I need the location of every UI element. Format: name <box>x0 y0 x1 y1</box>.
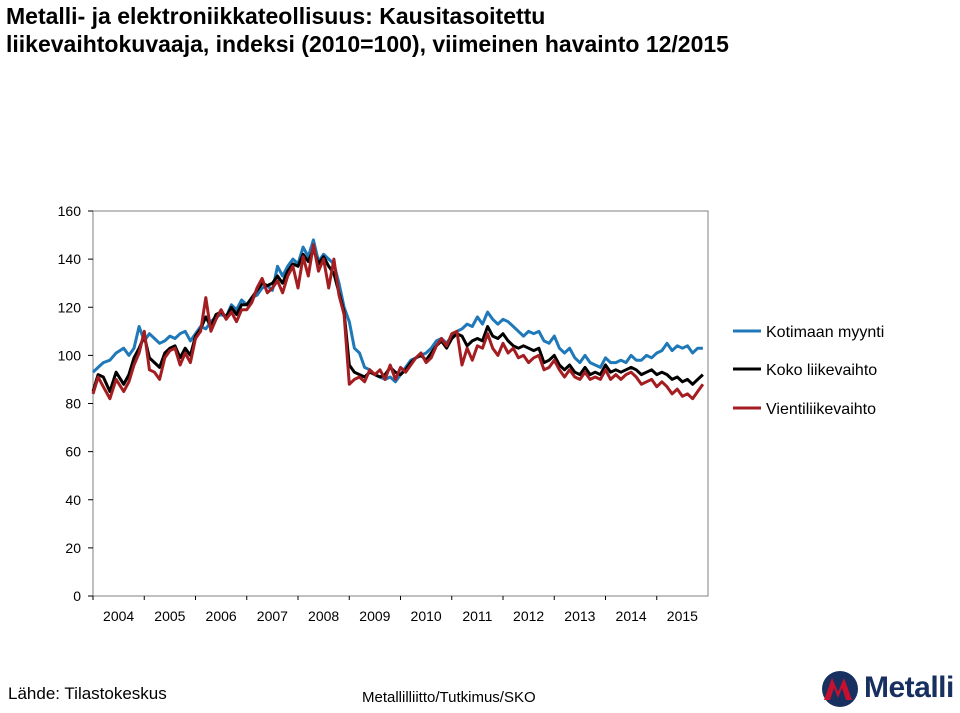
x-tick-label: 2014 <box>616 608 647 624</box>
x-tick-label: 2006 <box>206 608 237 624</box>
credit-note: Metallilliitto/Tutkimus/SKO <box>362 689 536 706</box>
y-tick-label: 20 <box>65 540 81 556</box>
y-tick-label: 120 <box>58 299 82 315</box>
y-tick-label: 40 <box>65 492 81 508</box>
chart-title-line-2: liikevaihtokuvaaja, indeksi (2010=100), … <box>6 31 729 57</box>
metalli-logo: Metalli <box>818 670 958 708</box>
source-note: Lähde: Tilastokeskus <box>8 684 167 703</box>
x-tick-label: 2008 <box>308 608 339 624</box>
y-tick-label: 140 <box>58 251 82 267</box>
x-tick-label: 2015 <box>667 608 698 624</box>
x-tick-label: 2010 <box>411 608 442 624</box>
y-tick-label: 160 <box>58 203 82 219</box>
legend-label: Vientiliikevaihto <box>766 401 876 418</box>
x-tick-label: 2005 <box>154 608 185 624</box>
x-tick-label: 2011 <box>462 608 492 624</box>
y-tick-label: 80 <box>65 396 81 412</box>
series-layer <box>91 238 705 401</box>
x-tick-label: 2013 <box>564 608 595 624</box>
legend-label: Koko liikevaihto <box>766 362 877 379</box>
x-tick-label: 2004 <box>103 608 134 624</box>
y-tick-label: 0 <box>73 588 81 604</box>
y-tick-label: 100 <box>58 347 82 363</box>
y-tick-label: 60 <box>65 444 81 460</box>
series-line-3 <box>91 243 705 401</box>
chart-title: Metalli- ja elektroniikkateollisuus: Kau… <box>6 2 729 58</box>
chart-axes: 0 20 40 60 80 100 120 140 160 2004 2005 2006 2007 200… <box>58 203 709 624</box>
series-line-1 <box>91 238 703 384</box>
x-tick-label: 2007 <box>257 608 288 624</box>
plot-area <box>92 210 709 597</box>
x-tick-label: 2009 <box>359 608 390 624</box>
logo-text: Metalli <box>864 671 954 704</box>
x-tick-label: 2012 <box>513 608 544 624</box>
legend-label: Kotimaan myynti <box>766 324 884 341</box>
metalli-logo-icon <box>822 671 858 707</box>
chart-legend: Kotimaan myynti Koko liikevaihto Vientilii… <box>733 324 884 418</box>
chart-title-line-1: Metalli- ja elektroniikkateollisuus: Kau… <box>6 3 546 29</box>
